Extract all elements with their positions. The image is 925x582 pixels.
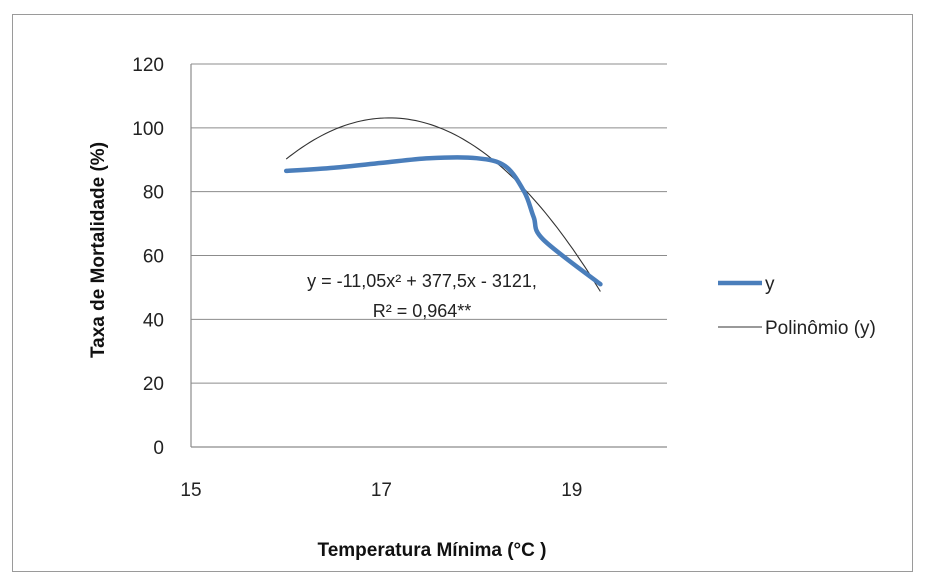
y-tick-label: 80: [143, 183, 164, 204]
y-tick-label: 0: [153, 438, 164, 459]
y-axis-title: Taxa de Mortalidade (%): [88, 142, 109, 358]
y-tick-labels: 0 20 40 60 80 100 120: [132, 55, 164, 459]
series-y-points: [284, 156, 602, 286]
x-axis-title: Temperatura Mínima (°C ): [318, 540, 547, 561]
legend-label-y: y: [765, 274, 775, 295]
x-tick-label: 15: [180, 480, 201, 501]
y-tick-label: 60: [143, 247, 164, 268]
legend-label-polinomio: Polinômio (y): [765, 318, 876, 339]
r-squared-text: R² = 0,964**: [373, 301, 472, 321]
chart-frame: [12, 14, 913, 572]
y-tick-label: 100: [132, 119, 164, 140]
y-tick-label: 20: [143, 374, 164, 395]
y-tick-label: 120: [132, 55, 164, 76]
y-tick-label: 40: [143, 310, 164, 331]
x-tick-label: 19: [561, 480, 582, 501]
series-y-line: [283, 155, 603, 287]
x-tick-labels: 15 17 19: [180, 480, 582, 501]
legend: y Polinômio (y): [718, 274, 876, 339]
equation-text: y = -11,05x² + 377,5x - 3121,: [307, 271, 537, 291]
x-tick-label: 17: [371, 480, 392, 501]
gridlines: [191, 63, 667, 384]
series-polinomio-y-line: [285, 117, 601, 292]
